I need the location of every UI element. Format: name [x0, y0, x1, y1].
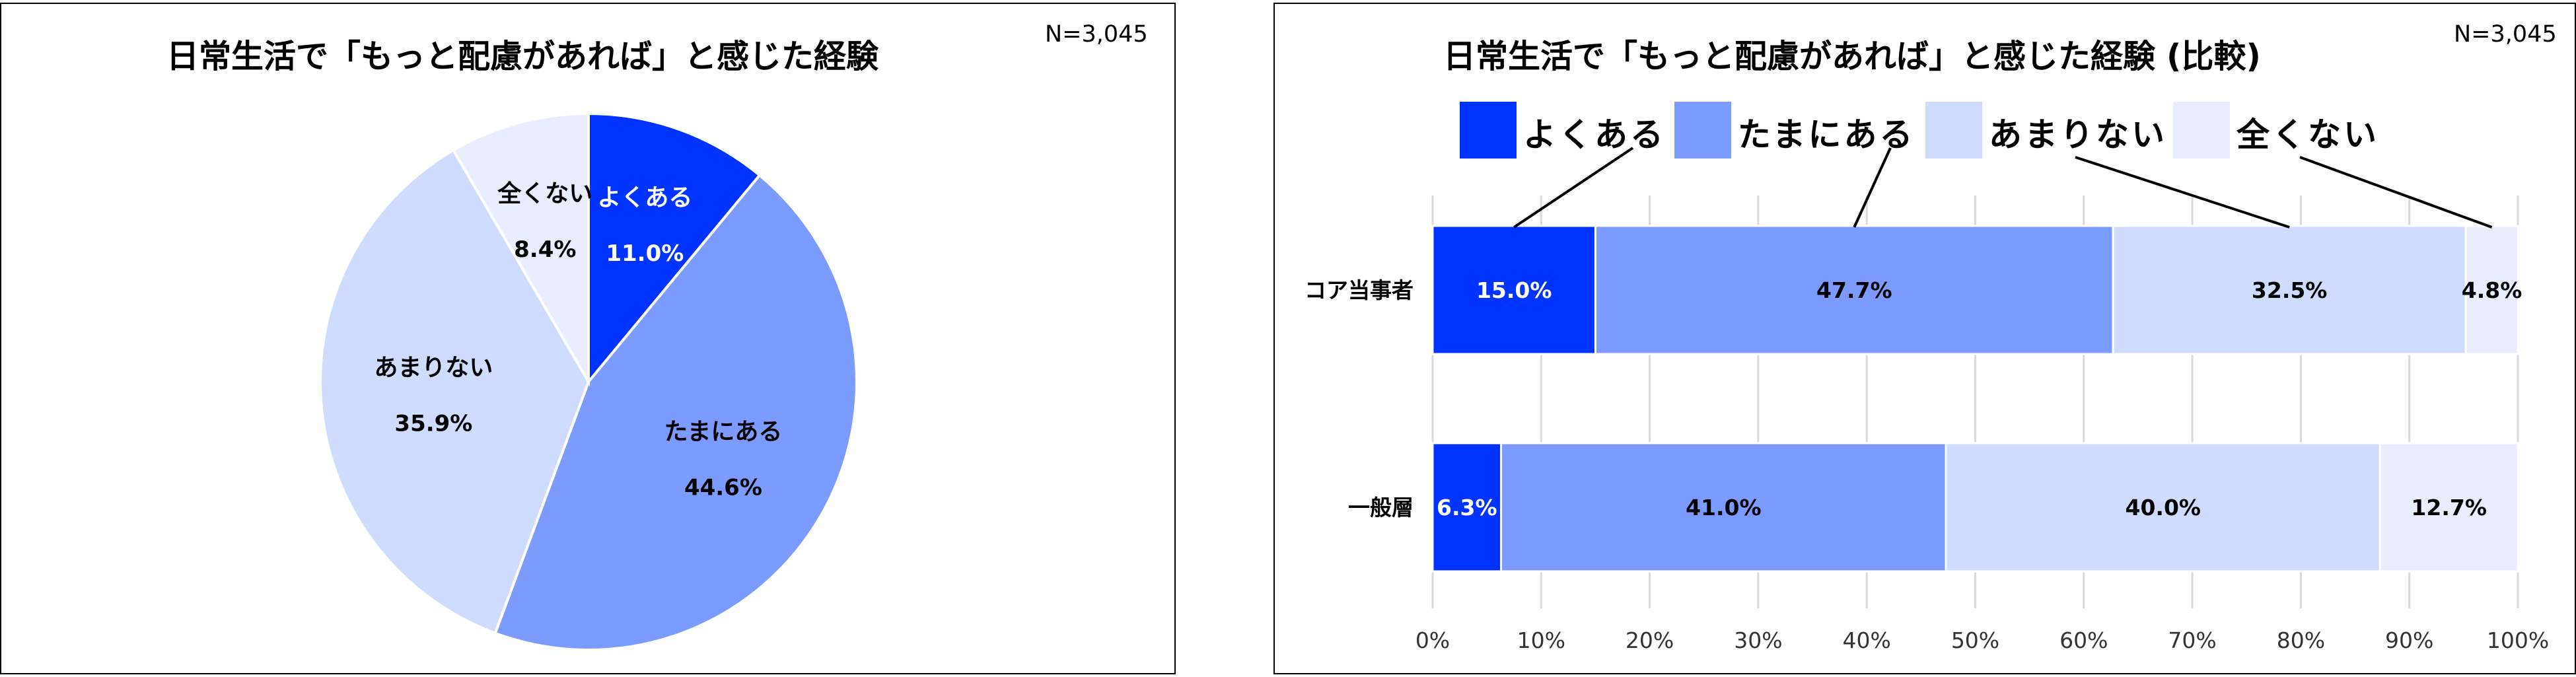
- x-tick-label: 80%: [2277, 627, 2325, 653]
- series-line-tamaniaru: [1853, 147, 1892, 228]
- pie-slice-value-tamaniaru: 44.6%: [684, 475, 762, 501]
- x-tick-label: 0%: [1415, 627, 1450, 653]
- pie-slice-label-yokuaru: よくある: [597, 184, 692, 211]
- bar-value-label: 6.3%: [1437, 495, 1497, 520]
- bar-value-label: 12.7%: [2411, 495, 2487, 520]
- x-tick-label: 90%: [2385, 627, 2433, 653]
- x-tick-label: 30%: [1734, 627, 1782, 653]
- bar-segment-mattakunai: [2379, 442, 2519, 573]
- x-tick-label: 40%: [1843, 627, 1891, 653]
- pie-slice-mattakunai: [451, 112, 590, 387]
- bar-value-label: 4.8%: [2462, 277, 2522, 303]
- x-tick-label: 70%: [2168, 627, 2216, 653]
- legend-swatch-mattakunai: [2173, 102, 2230, 159]
- pie-chart-title: 日常生活で「もっと配慮があれば」と感じた経験: [166, 38, 879, 75]
- pie-slice-value-mattakunai: 8.4%: [514, 236, 576, 263]
- legend-label-amarinai: あまりない: [1989, 116, 2167, 154]
- series-line-yokuaru: [1513, 147, 1634, 229]
- bar-segment-mattakunai: [2464, 225, 2519, 355]
- legend-label-tamaniaru: たまにある: [1738, 116, 1915, 154]
- legend-label-yokuaru: よくある: [1523, 116, 1666, 154]
- series-line-mattakunai: [2299, 156, 2493, 229]
- bar-segment-amarinai: [1945, 442, 2381, 573]
- pie-chart-sample-size: N=3,045: [1045, 21, 1148, 48]
- legend-swatch-yokuaru: [1460, 102, 1517, 159]
- bar-value-label: 40.0%: [2125, 495, 2201, 520]
- x-tick-label: 20%: [1626, 627, 1674, 653]
- pie-slice-value-amarinai: 35.9%: [394, 410, 472, 437]
- pie-slice-value-yokuaru: 11.0%: [606, 240, 684, 267]
- pie-slice-label-tamaniaru: たまにある: [664, 419, 782, 446]
- bar-chart-sample-size: N=3,045: [2454, 21, 2557, 48]
- bar-segment-tamaniaru: [1500, 442, 1947, 573]
- x-tick-label: 100%: [2487, 627, 2549, 653]
- bar-value-label: 41.0%: [1686, 495, 1762, 520]
- bar-chart-title: 日常生活で「もっと配慮があれば」と感じた経験 (比較): [1443, 38, 2261, 75]
- legend-label-mattakunai: 全くない: [2236, 116, 2379, 154]
- stacked-bar-chart: 0% 10% 20% 30% 40% 50% 60% 70% 80% 90% 100% コア当事者 15…: [1305, 147, 2549, 653]
- bar-value-label: 15.0%: [1476, 277, 1552, 303]
- bar-value-label: 47.7%: [1816, 277, 1892, 303]
- pie-slice-yokuaru: [587, 112, 762, 386]
- series-line-amarinai: [2075, 156, 2290, 229]
- bar-chart-panel: 日常生活で「もっと配慮があれば」と感じた経験 (比較) N=3,045 よくある…: [1273, 3, 2576, 674]
- pie-chart: よくある 11.0% たまにある 44.6% あまりない 35.9% 全くない 8.4%: [319, 112, 858, 651]
- bar-chart-legend: よくある たまにある あまりない 全くない: [1275, 102, 2575, 161]
- pie-slice-label-mattakunai: 全くない: [497, 180, 592, 207]
- pie-chart-panel: 日常生活で「もっと配慮があれば」と感じた経験 N=3,045 よくある 11.0%…: [0, 3, 1176, 674]
- bar-value-label: 32.5%: [2252, 277, 2328, 303]
- pie-slice-amarinai: [319, 148, 590, 635]
- legend-swatch-amarinai: [1925, 102, 1982, 159]
- category-label: 一般層: [1348, 495, 1413, 520]
- x-tick-label: 50%: [1951, 627, 1999, 653]
- x-tick-label: 10%: [1517, 627, 1565, 653]
- bar-segment-tamaniaru: [1594, 225, 2114, 355]
- pie-slice-tamaniaru: [493, 173, 858, 651]
- bar-segment-yokuaru: [1431, 442, 1503, 573]
- pie-slice-label-amarinai: あまりない: [374, 354, 493, 381]
- category-label: コア当事者: [1305, 277, 1413, 303]
- x-tick-label: 60%: [2059, 627, 2108, 653]
- legend-swatch-tamaniaru: [1674, 102, 1731, 159]
- bar-segment-amarinai: [2112, 225, 2467, 355]
